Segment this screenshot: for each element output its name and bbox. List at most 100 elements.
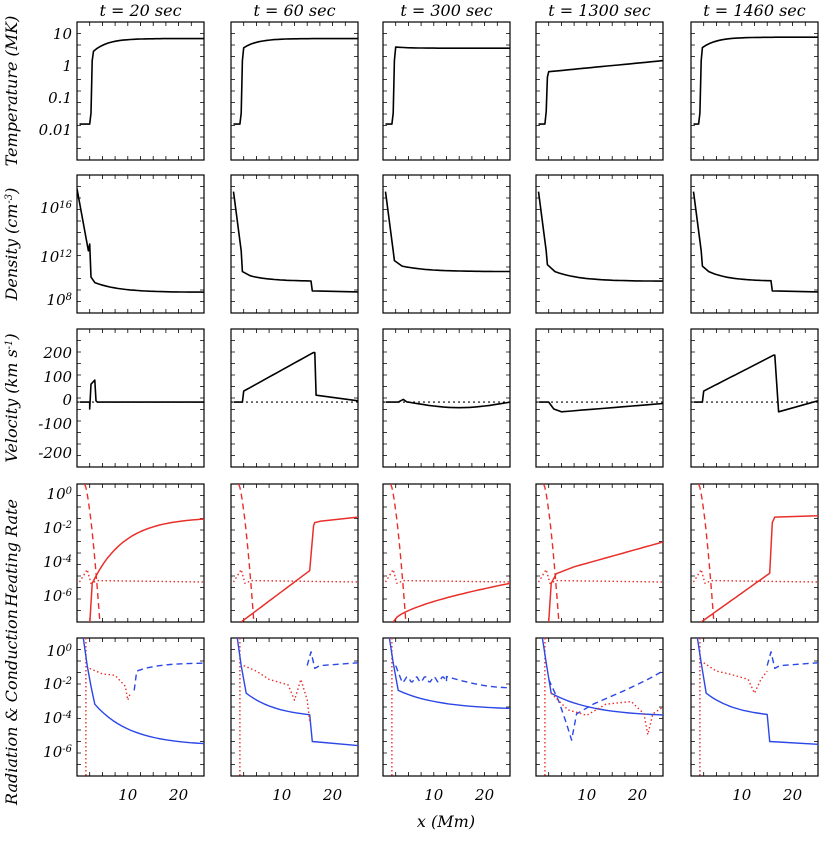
panel-tick-marks xyxy=(383,329,510,467)
x-tick-c4-2: 20 xyxy=(627,786,648,804)
radiation-solid-1 xyxy=(82,638,204,745)
y-tick-row2-1: 108 xyxy=(47,291,72,309)
panel-tick-marks xyxy=(536,329,663,467)
panel-tick-marks xyxy=(691,329,818,467)
panel-r4-c2 xyxy=(230,483,359,623)
radiation-solid-5 xyxy=(696,638,818,745)
y-tick-row3-3: 0 xyxy=(62,391,72,409)
panel-tick-marks xyxy=(536,638,663,776)
heating-solid-5 xyxy=(700,514,818,622)
column-title-5: t = 1460 sec xyxy=(703,1,805,20)
panel-r4-c5 xyxy=(690,483,819,623)
heating-dashed-5 xyxy=(697,484,715,622)
conduction-dashed-3 xyxy=(395,665,510,689)
y-tick-row5-4: 10-6 xyxy=(43,743,72,761)
panel-tick-marks xyxy=(383,22,510,160)
velocity-curve-2 xyxy=(233,351,358,403)
column-title-3: t = 300 sec xyxy=(400,1,492,20)
velocity-curve-5 xyxy=(693,354,818,413)
panel-tick-marks xyxy=(77,638,204,776)
panel-r1-c2 xyxy=(230,21,359,161)
panel-r2-c4 xyxy=(535,174,664,314)
conduction-dashed-5 xyxy=(766,651,818,670)
y-tick-row3-4: 100 xyxy=(43,368,72,386)
panel-tick-marks xyxy=(691,22,818,160)
y-tick-row1-4: 10 xyxy=(53,25,73,43)
panel-tick-marks xyxy=(536,484,663,622)
panel-tick-marks xyxy=(231,638,358,776)
temperature-curve-3 xyxy=(385,46,510,125)
conduction-dashed-1 xyxy=(133,662,204,691)
conduction-dotted-2 xyxy=(243,664,311,721)
heating-solid-3 xyxy=(392,582,510,622)
panel-tick-marks xyxy=(536,22,663,160)
heating-dotted-4 xyxy=(537,568,663,585)
conduction-dotted-1 xyxy=(89,667,131,701)
y-tick-row4-4: 10-6 xyxy=(43,587,72,605)
conduction-dotted-5 xyxy=(703,662,768,694)
panel-r4-c3 xyxy=(382,483,511,623)
tick-labels: 0.01 0.1 1 10 108 1012 1016 -200 -100 0 100 200 100 1… xyxy=(38,25,802,804)
panel-tick-marks xyxy=(231,175,358,313)
heating-dashed-2 xyxy=(237,484,255,622)
density-curve-1 xyxy=(77,188,204,293)
heating-solid-1 xyxy=(89,518,204,622)
y-tick-row1-1: 0.01 xyxy=(39,121,72,139)
panel-tick-marks xyxy=(231,484,358,622)
y-tick-row4-1: 100 xyxy=(47,485,73,503)
y-tick-row3-5: 200 xyxy=(42,344,72,362)
column-title-1: t = 20 sec xyxy=(99,1,181,20)
panel-r1-c3 xyxy=(382,21,511,161)
curves xyxy=(77,36,818,776)
panel-tick-marks xyxy=(77,484,204,622)
panel-tick-marks xyxy=(77,175,204,313)
x-tick-c2-2: 20 xyxy=(322,786,343,804)
panel-tick-marks xyxy=(691,484,818,622)
y-tick-row5-3: 10-4 xyxy=(43,709,72,727)
velocity-curve-3 xyxy=(385,398,510,409)
panel-tick-marks xyxy=(691,638,818,776)
heating-dashed-3 xyxy=(389,484,407,622)
heating-solid-4 xyxy=(547,541,663,622)
y-tick-row1-3: 1 xyxy=(62,57,72,75)
panel-tick-marks xyxy=(383,175,510,313)
x-tick-c5-1: 10 xyxy=(732,786,752,804)
row-label-2: Density (cm-3) xyxy=(2,188,21,302)
panel-tick-marks xyxy=(536,175,663,313)
x-tick-c3-1: 10 xyxy=(424,786,444,804)
panel-r3-c4 xyxy=(535,328,664,468)
conduction-dashed-4 xyxy=(548,670,663,741)
velocity-curve-4 xyxy=(538,401,663,413)
y-tick-row2-3: 1016 xyxy=(40,199,72,217)
panel-r4-c1 xyxy=(76,483,205,623)
y-tick-row5-2: 10-2 xyxy=(43,675,72,693)
x-axis-label: x (Mm) xyxy=(417,812,475,831)
panel-r3-c5 xyxy=(690,328,819,468)
panel-tick-marks xyxy=(231,329,358,467)
x-tick-c5-2: 20 xyxy=(782,786,803,804)
panel-r5-c1 xyxy=(76,637,205,777)
heating-dotted-1 xyxy=(78,568,204,585)
temperature-curve-2 xyxy=(233,37,358,125)
x-tick-c1-2: 20 xyxy=(168,786,189,804)
panel-r5-c2 xyxy=(230,637,359,777)
y-tick-row3-1: -200 xyxy=(38,444,72,462)
density-curve-4 xyxy=(537,191,663,282)
panel-r2-c3 xyxy=(382,174,511,314)
y-tick-row2-2: 1012 xyxy=(40,248,72,266)
row-label-5: Radiation & Conduction xyxy=(2,609,21,806)
temperature-curve-5 xyxy=(693,36,818,125)
heating-dotted-3 xyxy=(384,568,510,585)
y-tick-row5-1: 100 xyxy=(47,642,73,660)
panel-r2-c5 xyxy=(690,174,819,314)
panel-r1-c4 xyxy=(535,21,664,161)
density-curve-2 xyxy=(232,191,358,293)
row-label-4: Heating Rate xyxy=(2,499,21,608)
row-label-1: Temperature (MK) xyxy=(2,16,21,167)
temperature-curve-4 xyxy=(538,59,663,125)
panels xyxy=(76,21,819,777)
panel-r1-c1 xyxy=(76,21,205,161)
panel-tick-marks xyxy=(691,175,818,313)
panel-tick-marks xyxy=(383,638,510,776)
